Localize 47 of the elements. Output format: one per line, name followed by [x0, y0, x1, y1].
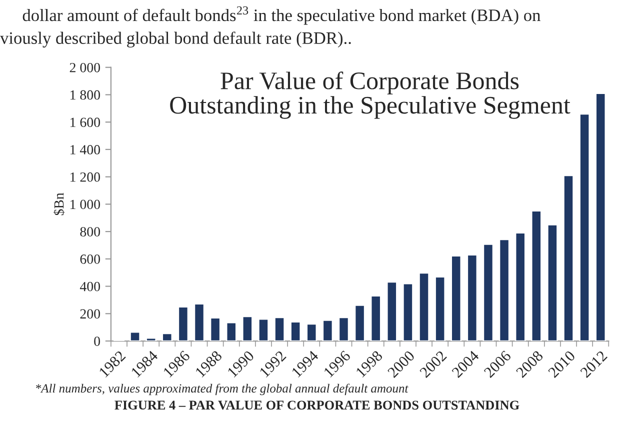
bar [226, 322, 237, 342]
bar [562, 174, 574, 342]
bar [322, 320, 334, 342]
y-tick-label: 0 [94, 336, 100, 346]
text: dollar amount of default bonds$^{23}$ in the speculative bond market (BDA) on [22, 6, 540, 25]
bar [146, 337, 157, 342]
bar [498, 238, 510, 342]
bar [418, 272, 430, 342]
bar [370, 295, 382, 342]
bar [546, 224, 558, 342]
y-tick-label: 1 800 [70, 90, 100, 100]
y-tick-label: 600 [80, 254, 100, 264]
bar [130, 331, 141, 342]
bar [514, 232, 526, 342]
y-tick-label: 400 [80, 282, 100, 292]
bar [306, 323, 318, 342]
y-tick-label: 200 [80, 309, 100, 319]
bar [434, 276, 446, 342]
bar [354, 304, 366, 342]
bar [466, 254, 478, 342]
bar [290, 321, 302, 342]
bar [178, 306, 189, 342]
bar [450, 255, 462, 342]
text: Par Value of Corporate Bonds Outstanding in the Speculative Segment [170, 71, 570, 119]
bar [579, 113, 590, 342]
bar [194, 303, 205, 342]
text: viously described global bond default rate (BDR).. [0, 32, 351, 48]
y-tick-label: 1 200 [70, 172, 100, 182]
bar [274, 316, 286, 342]
bar [530, 210, 542, 342]
bar [242, 316, 253, 342]
y-tick-label: 1 400 [70, 145, 100, 154]
y-tick-label: 800 [80, 227, 100, 237]
y-tick-label: 1 600 [70, 118, 100, 128]
bar [162, 332, 173, 342]
text: *All numbers, values approximated from the global annual default amount [36, 384, 408, 396]
bar [595, 92, 606, 342]
bar [258, 318, 269, 342]
bar [210, 317, 221, 342]
bar [338, 316, 350, 342]
y-tick-label: 2 000 [70, 62, 100, 72]
bar [482, 243, 494, 342]
y-tick-label: 1 000 [70, 200, 100, 210]
y-axis-title: $Bn [53, 192, 65, 216]
bar [402, 282, 414, 342]
caption: FIGURE 4 – PAR VALUE OF CORPORATE BONDS OUTSTANDING [114, 400, 520, 410]
bar [386, 281, 398, 342]
